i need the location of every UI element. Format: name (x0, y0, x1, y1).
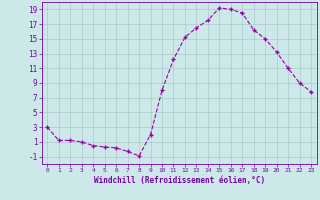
X-axis label: Windchill (Refroidissement éolien,°C): Windchill (Refroidissement éolien,°C) (94, 176, 265, 185)
